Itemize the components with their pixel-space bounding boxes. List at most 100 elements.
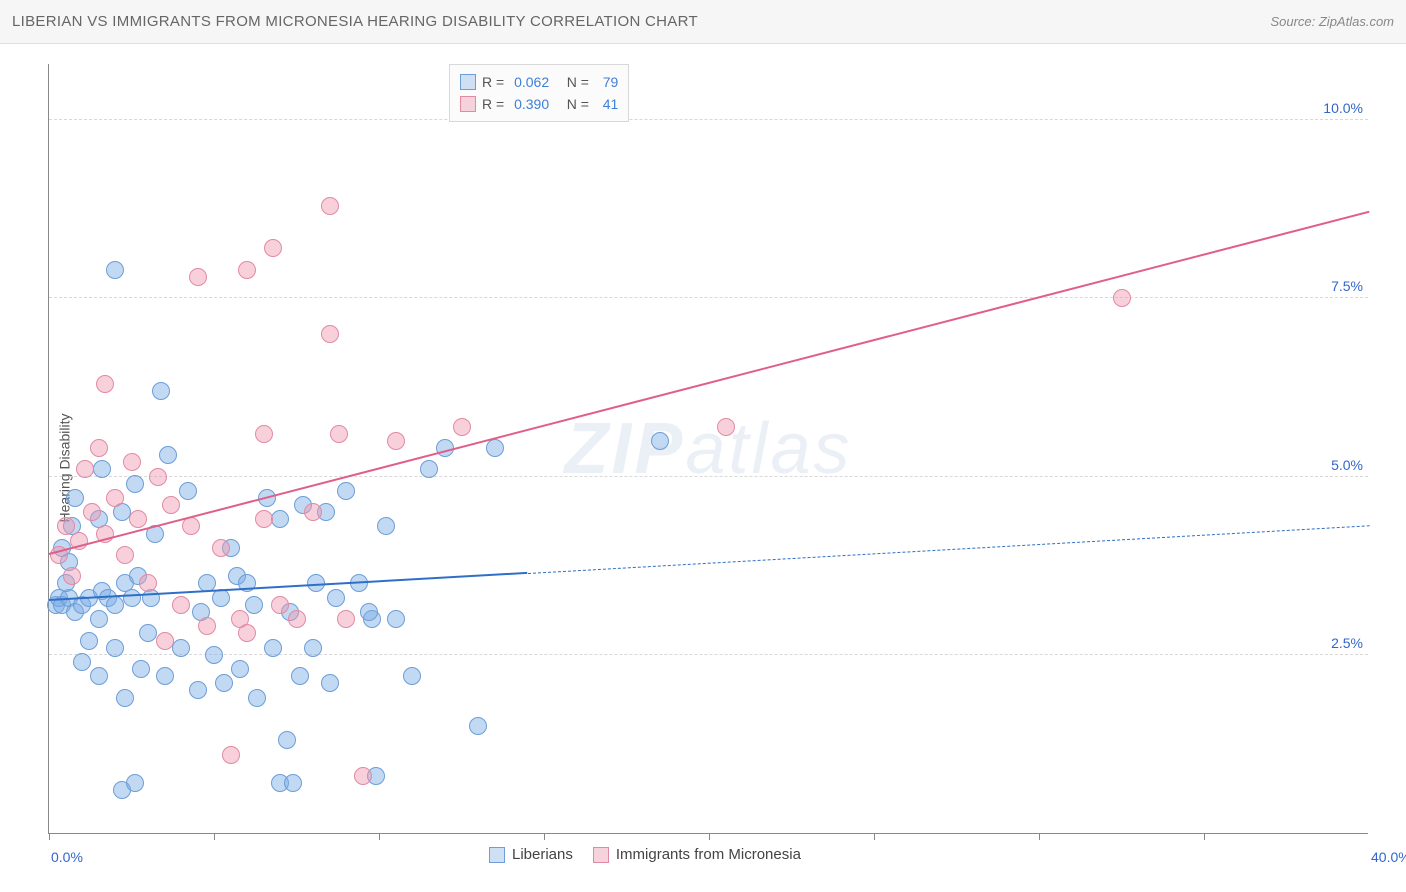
- data-point: [106, 489, 124, 507]
- data-point: [403, 667, 421, 685]
- data-point: [179, 482, 197, 500]
- data-point: [248, 689, 266, 707]
- data-point: [152, 382, 170, 400]
- data-point: [139, 574, 157, 592]
- r-value: 0.390: [514, 96, 549, 112]
- y-tick-label: 5.0%: [1331, 457, 1363, 473]
- data-point: [377, 517, 395, 535]
- data-point: [132, 660, 150, 678]
- data-point: [291, 667, 309, 685]
- data-point: [255, 510, 273, 528]
- data-point: [330, 425, 348, 443]
- y-tick-label: 10.0%: [1323, 100, 1363, 116]
- series-legend: Liberians Immigrants from Micronesia: [489, 846, 801, 863]
- data-point: [327, 589, 345, 607]
- data-point: [116, 689, 134, 707]
- data-point: [304, 503, 322, 521]
- chart-title: LIBERIAN VS IMMIGRANTS FROM MICRONESIA H…: [12, 13, 698, 30]
- data-point: [284, 774, 302, 792]
- r-label: R =: [482, 96, 508, 112]
- data-point: [106, 261, 124, 279]
- data-point: [321, 674, 339, 692]
- gridline: [49, 654, 1368, 655]
- data-point: [83, 503, 101, 521]
- x-tick-mark: [49, 833, 50, 840]
- n-label: N =: [555, 96, 597, 112]
- data-point: [245, 596, 263, 614]
- data-point: [90, 667, 108, 685]
- data-point: [63, 567, 81, 585]
- series-name: Liberians: [512, 846, 573, 863]
- chart-area: Hearing Disability ZIPatlas 2.5%5.0%7.5%…: [0, 44, 1406, 892]
- data-point: [222, 746, 240, 764]
- data-point: [321, 325, 339, 343]
- source-label: Source: ZipAtlas.com: [1270, 14, 1394, 29]
- data-point: [354, 767, 372, 785]
- gridline: [49, 476, 1368, 477]
- data-point: [96, 375, 114, 393]
- data-point: [76, 460, 94, 478]
- data-point: [651, 432, 669, 450]
- data-point: [116, 546, 134, 564]
- data-point: [189, 268, 207, 286]
- x-tick-mark: [709, 833, 710, 840]
- data-point: [57, 517, 75, 535]
- data-point: [126, 475, 144, 493]
- data-point: [278, 731, 296, 749]
- stats-legend-row: R = 0.390 N = 41: [460, 93, 618, 115]
- data-point: [156, 632, 174, 650]
- x-tick-mark: [874, 833, 875, 840]
- data-point: [387, 432, 405, 450]
- series-legend-item: Liberians: [489, 846, 573, 863]
- data-point: [271, 596, 289, 614]
- data-point: [123, 589, 141, 607]
- n-label: N =: [555, 74, 597, 90]
- trend-line: [527, 525, 1369, 574]
- data-point: [182, 517, 200, 535]
- data-point: [304, 639, 322, 657]
- data-point: [90, 439, 108, 457]
- gridline: [49, 297, 1368, 298]
- y-tick-label: 7.5%: [1331, 278, 1363, 294]
- data-point: [172, 639, 190, 657]
- data-point: [162, 496, 180, 514]
- data-point: [66, 489, 84, 507]
- data-point: [288, 610, 306, 628]
- data-point: [271, 510, 289, 528]
- data-point: [255, 425, 273, 443]
- data-point: [238, 261, 256, 279]
- x-tick-label: 40.0%: [1371, 849, 1406, 865]
- data-point: [486, 439, 504, 457]
- r-label: R =: [482, 74, 508, 90]
- gridline: [49, 119, 1368, 120]
- n-value: 41: [603, 96, 619, 112]
- legend-swatch: [460, 96, 476, 112]
- data-point: [360, 603, 378, 621]
- data-point: [1113, 289, 1131, 307]
- x-tick-label: 0.0%: [51, 849, 83, 865]
- data-point: [238, 624, 256, 642]
- data-point: [159, 446, 177, 464]
- data-point: [189, 681, 207, 699]
- data-point: [123, 453, 141, 471]
- data-point: [93, 460, 111, 478]
- data-point: [156, 667, 174, 685]
- r-value: 0.062: [514, 74, 549, 90]
- data-point: [420, 460, 438, 478]
- watermark: ZIPatlas: [564, 408, 852, 490]
- data-point: [126, 774, 144, 792]
- data-point: [231, 660, 249, 678]
- x-tick-mark: [1204, 833, 1205, 840]
- legend-swatch: [460, 74, 476, 90]
- data-point: [149, 468, 167, 486]
- chart-header: LIBERIAN VS IMMIGRANTS FROM MICRONESIA H…: [0, 0, 1406, 44]
- series-name: Immigrants from Micronesia: [616, 846, 801, 863]
- data-point: [73, 653, 91, 671]
- data-point: [337, 610, 355, 628]
- data-point: [387, 610, 405, 628]
- series-legend-item: Immigrants from Micronesia: [593, 846, 801, 863]
- y-tick-label: 2.5%: [1331, 635, 1363, 651]
- data-point: [205, 646, 223, 664]
- n-value: 79: [603, 74, 619, 90]
- data-point: [172, 596, 190, 614]
